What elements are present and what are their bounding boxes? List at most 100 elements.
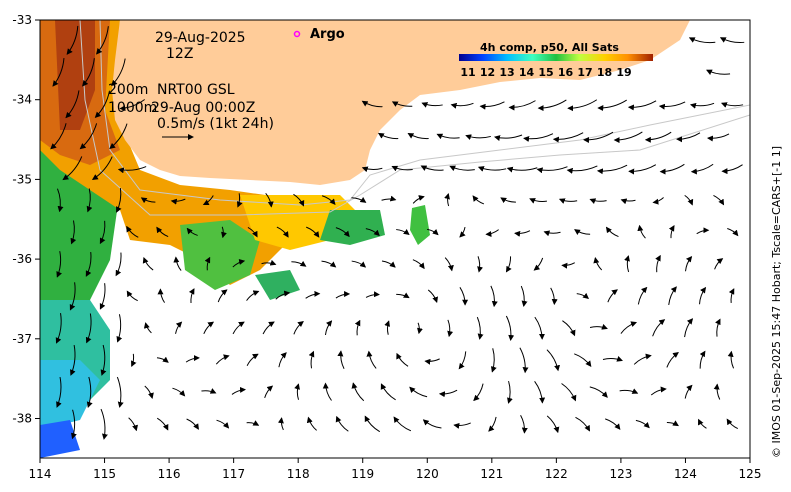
colorbar-tick-label: 12 xyxy=(480,66,495,79)
current-arrow xyxy=(100,344,107,376)
current-arrow xyxy=(361,166,383,173)
current-arrow xyxy=(624,255,630,273)
current-arrow xyxy=(351,382,365,402)
current-arrow xyxy=(70,220,77,245)
current-arrow xyxy=(293,193,305,207)
x-tick-label: 117 xyxy=(222,467,245,481)
current-arrow xyxy=(485,229,499,237)
current-arrow xyxy=(306,226,320,238)
current-arrow xyxy=(473,383,484,402)
x-tick-label: 124 xyxy=(674,467,697,481)
current-arrow xyxy=(596,164,628,175)
current-arrow xyxy=(593,257,603,271)
x-tick-label: 119 xyxy=(351,467,374,481)
current-arrow xyxy=(676,132,701,143)
colorbar-title: 4h comp, p50, All Sats xyxy=(480,41,619,54)
current-arrow xyxy=(115,252,122,277)
current-arrow xyxy=(714,258,724,270)
current-arrow xyxy=(126,290,138,302)
current-arrow xyxy=(262,321,275,335)
current-arrow xyxy=(232,259,246,268)
current-arrow xyxy=(82,58,95,87)
current-arrow xyxy=(265,193,274,208)
current-arrow xyxy=(424,358,440,365)
current-arrow xyxy=(86,376,93,408)
current-arrow xyxy=(354,319,361,336)
current-arrow xyxy=(561,383,577,402)
current-arrow xyxy=(62,156,83,181)
current-arrow xyxy=(715,318,721,337)
current-arrow xyxy=(450,102,474,109)
y-tick-label: -34 xyxy=(12,93,32,107)
current-arrow xyxy=(519,347,529,374)
current-arrow xyxy=(143,322,152,334)
current-arrow xyxy=(335,291,351,299)
x-tick-label: 121 xyxy=(480,467,503,481)
plot-frame xyxy=(39,19,751,459)
sst-green-eddy xyxy=(180,220,260,290)
current-arrow xyxy=(458,351,467,370)
current-arrow xyxy=(699,350,706,369)
product-label: NRT00 GSL xyxy=(157,82,235,98)
current-arrow xyxy=(477,166,507,172)
current-arrow xyxy=(490,285,498,308)
current-arrow xyxy=(637,224,646,239)
current-arrow xyxy=(607,289,618,303)
current-arrow xyxy=(126,225,139,238)
current-arrow xyxy=(500,197,516,204)
current-arrow xyxy=(144,385,154,399)
current-arrow xyxy=(546,349,560,372)
current-arrow xyxy=(119,99,145,112)
sst-red-core xyxy=(55,20,95,130)
current-arrow xyxy=(602,356,623,362)
current-arrow xyxy=(393,416,412,432)
current-arrow xyxy=(666,420,679,427)
current-arrow xyxy=(453,422,471,429)
current-arrow xyxy=(627,100,657,111)
current-arrow xyxy=(56,188,64,213)
current-arrow xyxy=(217,289,228,303)
current-arrow xyxy=(364,415,381,433)
sst-green-patch-120 xyxy=(410,205,430,245)
current-arrow xyxy=(689,102,715,109)
current-arrow xyxy=(589,323,608,330)
current-arrow xyxy=(536,166,568,174)
current-arrow xyxy=(215,354,230,365)
depth-top-label: 200m xyxy=(108,82,148,98)
current-arrow xyxy=(70,344,76,376)
current-arrow xyxy=(436,133,460,140)
current-arrow xyxy=(533,257,544,271)
current-arrow xyxy=(128,417,138,432)
current-arrow xyxy=(637,286,648,305)
argo-marker xyxy=(293,30,301,38)
current-arrow xyxy=(620,198,636,205)
colorbar-tick-label: 11 xyxy=(460,66,475,79)
current-arrow xyxy=(449,165,475,172)
current-arrow xyxy=(567,99,598,112)
current-arrow xyxy=(427,228,439,236)
colorbar-gradient xyxy=(459,54,653,61)
current-arrow xyxy=(216,419,230,429)
current-arrow xyxy=(142,256,154,271)
current-arrow xyxy=(85,251,92,277)
current-arrow xyxy=(116,376,124,408)
current-arrow xyxy=(696,227,710,235)
current-arrow xyxy=(201,388,217,394)
current-arrow xyxy=(668,225,675,239)
current-arrow xyxy=(444,193,450,207)
current-arrow xyxy=(558,198,578,204)
current-arrow xyxy=(575,416,591,432)
current-arrow xyxy=(321,260,337,268)
current-arrow xyxy=(713,383,721,400)
current-arrow xyxy=(459,287,469,306)
current-arrow xyxy=(306,416,317,431)
depth-bottom-label: 1000m xyxy=(108,100,157,116)
current-arrow xyxy=(391,101,413,107)
current-arrow xyxy=(231,386,247,395)
current-arrow xyxy=(56,376,62,408)
current-arrow xyxy=(291,260,307,267)
current-arrow xyxy=(506,166,538,173)
x-tick-label: 120 xyxy=(416,467,439,481)
current-arrow xyxy=(543,230,561,237)
